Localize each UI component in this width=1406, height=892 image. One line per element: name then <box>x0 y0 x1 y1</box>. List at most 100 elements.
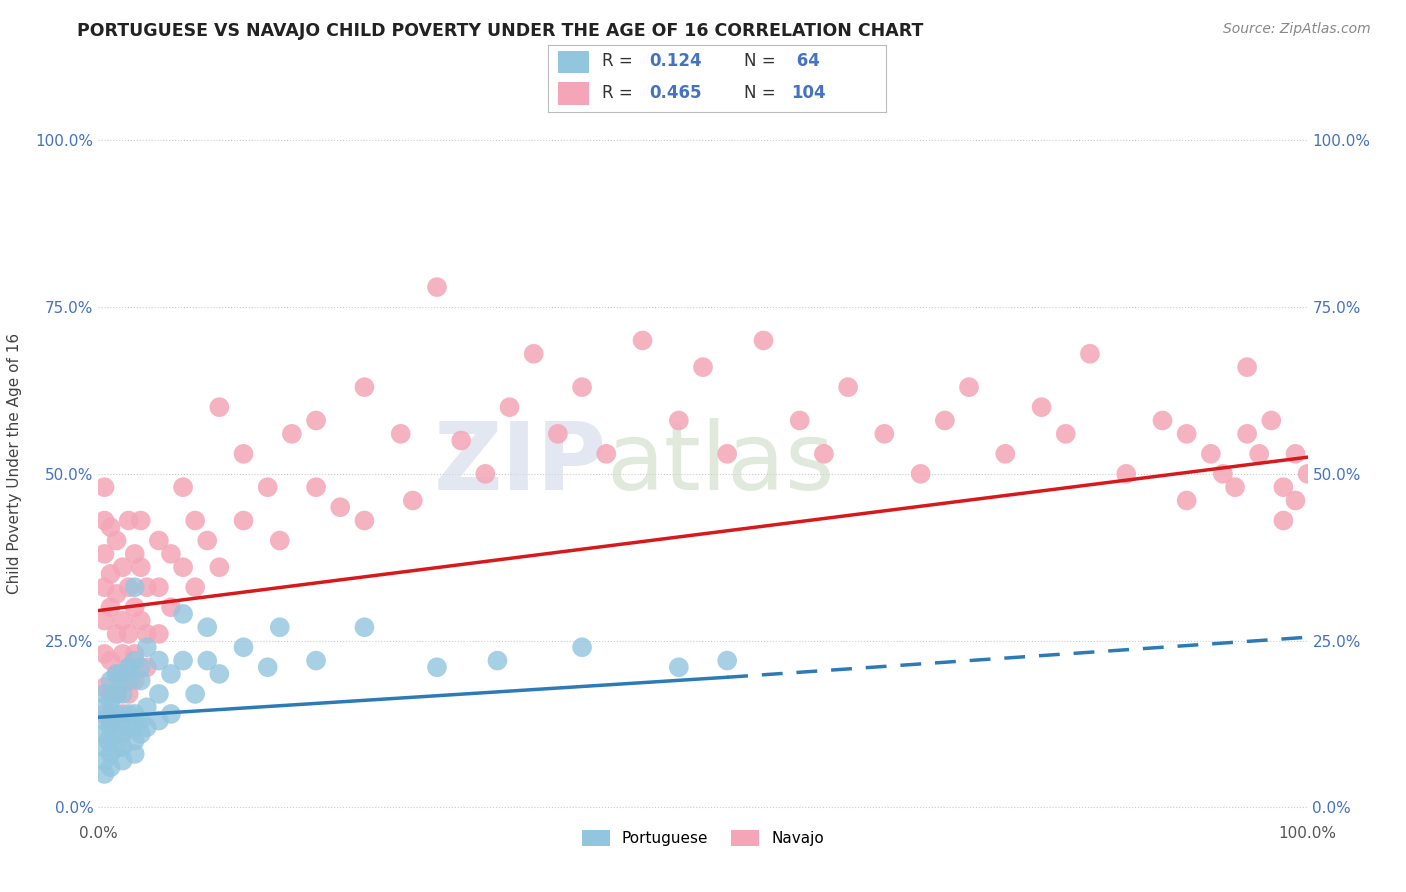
Point <box>269 620 291 634</box>
Point <box>329 500 352 515</box>
Point <box>389 426 412 441</box>
Point <box>100 720 122 734</box>
Point <box>100 566 122 581</box>
Point <box>105 687 128 701</box>
Point <box>195 533 218 548</box>
Y-axis label: Child Poverty Under the Age of 16: Child Poverty Under the Age of 16 <box>7 334 21 594</box>
Point <box>118 627 141 641</box>
Point <box>111 560 134 574</box>
Point <box>148 687 170 701</box>
Text: atlas: atlas <box>606 417 835 510</box>
Point <box>93 714 115 728</box>
Point <box>994 447 1017 461</box>
Point <box>105 706 128 721</box>
Point <box>571 380 593 394</box>
Point <box>148 580 170 594</box>
Point <box>934 413 956 427</box>
Point <box>595 447 617 461</box>
Text: N =: N = <box>744 85 780 103</box>
Point <box>111 727 134 741</box>
Text: Source: ZipAtlas.com: Source: ZipAtlas.com <box>1223 22 1371 37</box>
Point <box>232 640 254 655</box>
Point <box>195 620 218 634</box>
Point <box>426 660 449 674</box>
Point <box>148 533 170 548</box>
Point <box>111 687 134 701</box>
Point <box>269 533 291 548</box>
Point <box>105 587 128 601</box>
Point <box>93 580 115 594</box>
Point <box>93 740 115 755</box>
Text: R =: R = <box>602 53 638 70</box>
Point <box>353 380 375 394</box>
Point <box>1054 426 1077 441</box>
Point <box>547 426 569 441</box>
Point <box>135 640 157 655</box>
Point <box>111 673 134 688</box>
Point <box>118 720 141 734</box>
Point <box>111 647 134 661</box>
Point <box>124 647 146 661</box>
Point <box>111 740 134 755</box>
Point <box>135 720 157 734</box>
Point <box>160 706 183 721</box>
Point <box>692 360 714 375</box>
Point <box>957 380 980 394</box>
Point <box>148 627 170 641</box>
Point <box>105 740 128 755</box>
Point <box>208 560 231 574</box>
Point <box>498 400 520 414</box>
Point <box>118 580 141 594</box>
Point <box>873 426 896 441</box>
Text: 0.124: 0.124 <box>650 53 702 70</box>
Point <box>129 614 152 628</box>
Point <box>111 667 134 681</box>
Point <box>124 673 146 688</box>
Point <box>160 547 183 561</box>
Point <box>813 447 835 461</box>
Point <box>184 514 207 528</box>
Point <box>1175 493 1198 508</box>
Point <box>353 514 375 528</box>
Point <box>256 480 278 494</box>
Point <box>105 727 128 741</box>
Point <box>1249 447 1271 461</box>
Point <box>105 627 128 641</box>
Point <box>172 654 194 668</box>
Point <box>402 493 425 508</box>
Point <box>571 640 593 655</box>
Point <box>124 706 146 721</box>
Point <box>124 654 146 668</box>
Point <box>93 754 115 768</box>
Point <box>523 347 546 361</box>
Point <box>135 700 157 714</box>
Point <box>118 514 141 528</box>
Point <box>1296 467 1319 481</box>
Point <box>160 600 183 615</box>
Point <box>118 660 141 674</box>
Point <box>100 714 122 728</box>
Point <box>789 413 811 427</box>
Point <box>111 714 134 728</box>
Point <box>118 687 141 701</box>
Point <box>910 467 932 481</box>
Point <box>1272 480 1295 494</box>
Point <box>100 693 122 707</box>
Point <box>135 580 157 594</box>
Point <box>124 600 146 615</box>
Point <box>1260 413 1282 427</box>
Point <box>716 447 738 461</box>
Point <box>97 733 120 747</box>
Text: R =: R = <box>602 85 638 103</box>
Point <box>1152 413 1174 427</box>
Point <box>1223 480 1246 494</box>
Point <box>118 706 141 721</box>
Point <box>184 580 207 594</box>
Point <box>129 660 152 674</box>
Point <box>93 547 115 561</box>
Point <box>93 480 115 494</box>
Point <box>135 660 157 674</box>
Point <box>208 400 231 414</box>
Point <box>631 334 654 348</box>
Point <box>305 480 328 494</box>
